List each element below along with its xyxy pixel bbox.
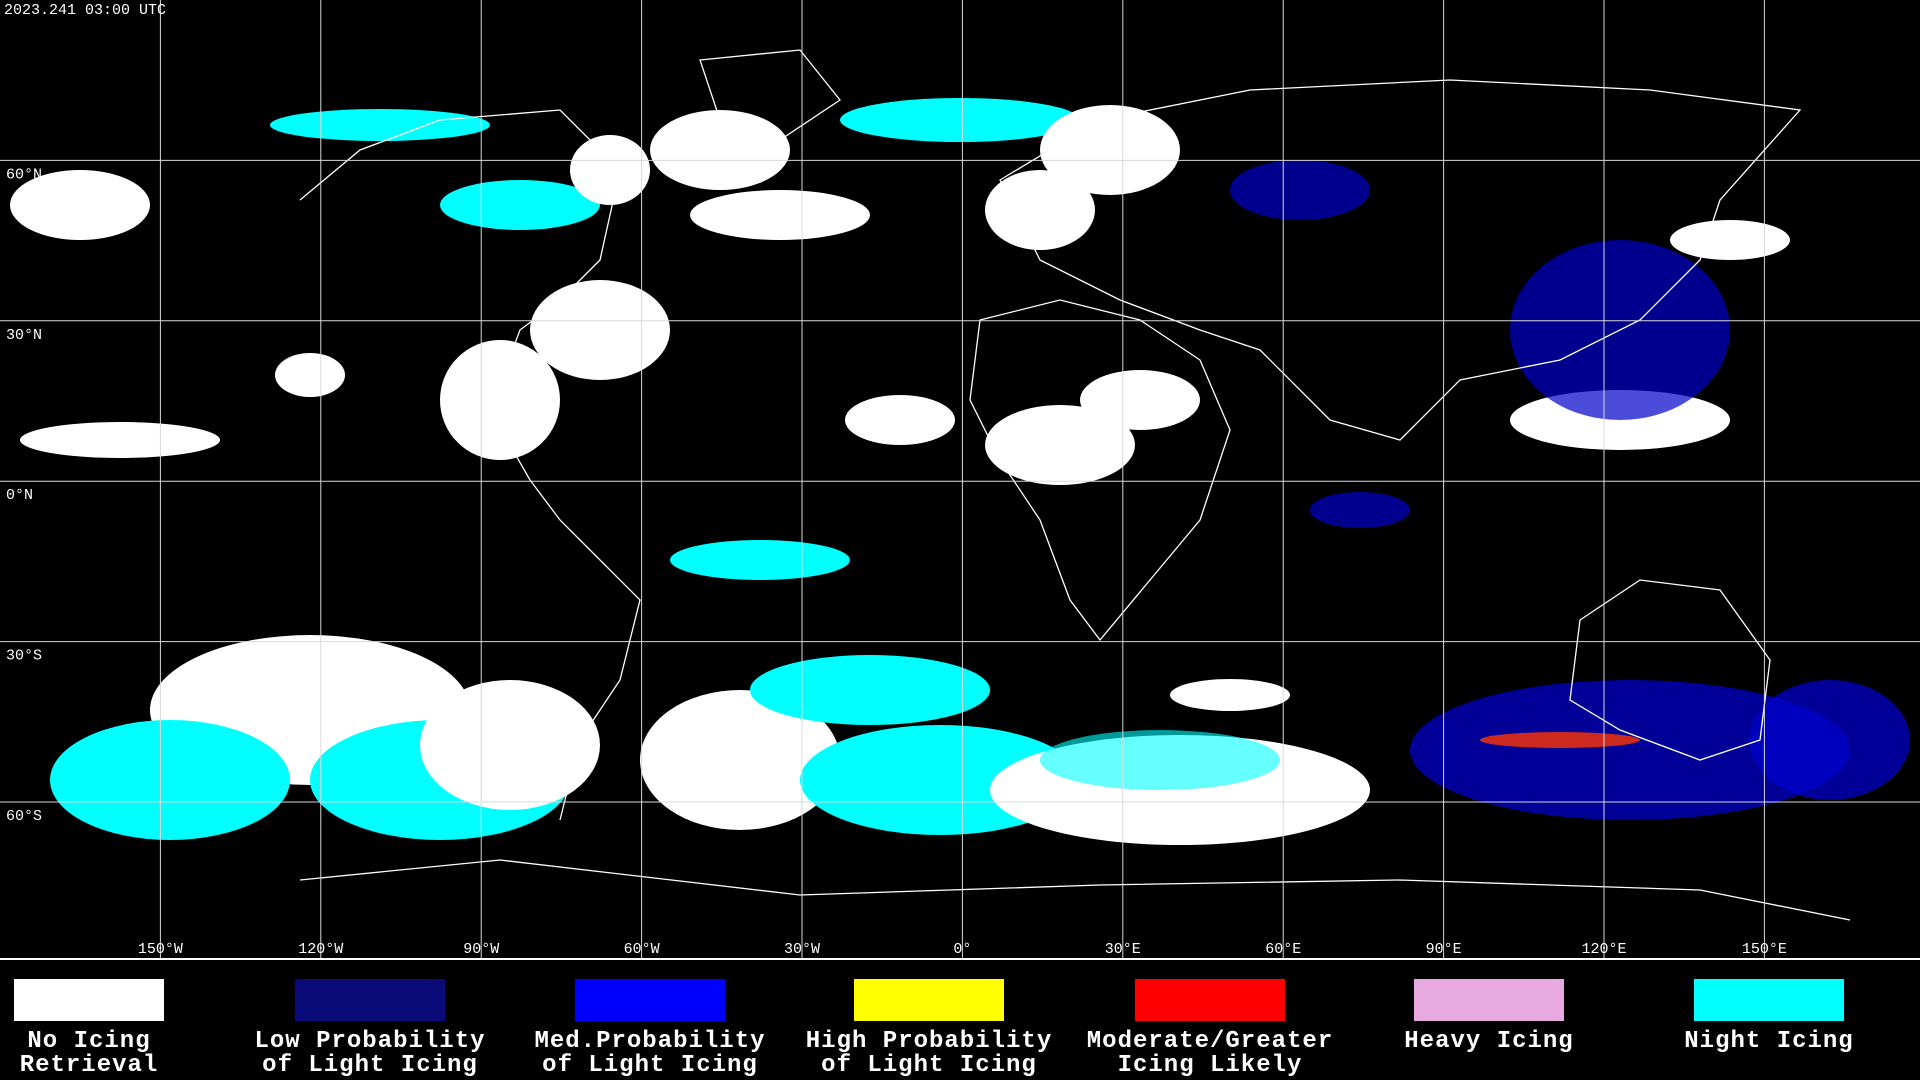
cloud (840, 98, 1080, 142)
lat-label: 60°S (6, 808, 42, 825)
legend-label: Low Probability (254, 1028, 485, 1055)
lon-label: 60°E (1265, 941, 1301, 958)
legend-label: Med.Probability (534, 1028, 765, 1055)
legend-swatch (295, 979, 445, 1021)
cloud (440, 340, 560, 460)
lat-label: 60°N (6, 166, 42, 183)
cloud (1670, 220, 1790, 260)
cloud (670, 540, 850, 580)
coastline (969, 299, 1231, 642)
cloud (10, 170, 150, 240)
lon-label: 120°E (1581, 941, 1626, 958)
legend-swatch (854, 979, 1004, 1021)
coastline (1569, 579, 1771, 761)
cloud (650, 110, 790, 190)
cloud (985, 170, 1095, 250)
cloud (530, 280, 670, 380)
legend-label: Moderate/Greater (1087, 1028, 1333, 1055)
legend-swatch (1135, 979, 1285, 1021)
cloud (50, 720, 290, 840)
lon-label: 150°E (1742, 941, 1787, 958)
legend-swatch (1694, 979, 1844, 1021)
cloud (985, 405, 1135, 485)
legend-label: Heavy Icing (1404, 1028, 1573, 1055)
coastline (699, 49, 841, 141)
cloud (845, 395, 955, 445)
legend-swatch (1414, 979, 1564, 1021)
cloud (440, 180, 600, 230)
legend-label: of Light Icing (542, 1052, 758, 1079)
lon-label: 120°W (298, 941, 343, 958)
coastlines (299, 49, 1851, 921)
lat-label: 30°N (6, 327, 42, 344)
cloud (1410, 680, 1850, 820)
lat-label: 0°N (6, 487, 33, 504)
cloud (275, 353, 345, 397)
lon-label: 150°W (138, 941, 183, 958)
timestamp: 2023.241 03:00 UTC (4, 2, 166, 19)
cloud (1080, 370, 1200, 430)
lat-label: 30°S (6, 648, 42, 665)
legend-label: of Light Icing (262, 1052, 478, 1079)
cloud (640, 690, 840, 830)
legend-label: No Icing (27, 1028, 150, 1055)
legend-label: Retrieval (20, 1052, 159, 1079)
cloud (570, 135, 650, 205)
legend-label: Night Icing (1684, 1028, 1853, 1055)
legend-label: of Light Icing (821, 1052, 1037, 1079)
lon-label: 30°E (1105, 941, 1141, 958)
coastline (299, 109, 641, 821)
cloud (690, 190, 870, 240)
clouds (10, 98, 1910, 845)
graticule: 150°W 120°W 90°W 60°W 30°W 0° 30°E 60°E 90°E 120°… (0, 0, 1920, 958)
lon-label: 90°W (463, 941, 499, 958)
lon-label: 90°E (1426, 941, 1462, 958)
legend-label: High Probability (806, 1028, 1052, 1055)
cloud (1750, 680, 1910, 800)
cloud (270, 109, 490, 141)
cloud (750, 655, 990, 725)
lon-label: 60°W (624, 941, 660, 958)
coastline (299, 859, 1851, 921)
cloud (1170, 679, 1290, 711)
coastline (999, 79, 1802, 441)
lon-label: 0° (953, 941, 971, 958)
cloud (420, 680, 600, 810)
cloud (1310, 492, 1410, 528)
lon-label: 30°W (784, 941, 820, 958)
legend-swatch (14, 979, 164, 1021)
cloud (1040, 730, 1280, 790)
cloud (1230, 160, 1370, 220)
map-border (0, 958, 1920, 960)
legend-swatch (575, 979, 725, 1021)
legend-label: Icing Likely (1118, 1052, 1303, 1079)
cloud (1040, 105, 1180, 195)
cloud (20, 422, 220, 458)
cloud (1480, 732, 1640, 748)
